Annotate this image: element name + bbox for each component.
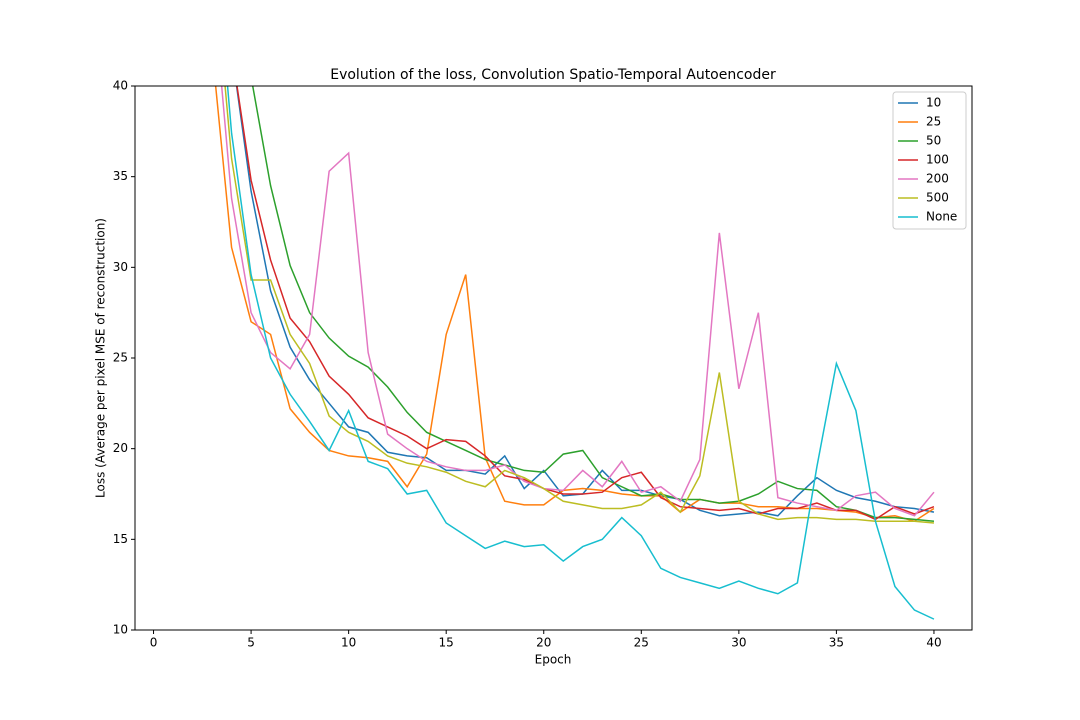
x-tick-label: 20 [536,636,551,650]
legend-box [892,91,967,230]
series-line [214,86,935,523]
legend-label: 200 [926,172,949,186]
series-line [224,86,935,524]
x-tick-label: 10 [341,636,356,650]
x-axis-label: Epoch [535,653,572,667]
y-tick-label: 15 [113,532,128,546]
series-line [226,86,935,620]
y-tick-label: 25 [113,351,128,365]
legend-label: 25 [926,115,941,129]
x-tick-label: 25 [634,636,649,650]
y-tick-label: 20 [113,441,128,455]
x-tick-label: 35 [829,636,844,650]
y-tick-label: 35 [113,169,128,183]
legend-label: 100 [926,153,949,167]
legend-label: 500 [926,191,949,205]
legend-label: 10 [926,96,941,110]
x-tick-label: 5 [247,636,255,650]
legend-label: 50 [926,134,941,148]
y-axis-label: Loss (Average per pixel MSE of reconstru… [94,218,108,498]
x-tick-label: 40 [926,636,941,650]
series-line [251,86,935,522]
series-line [235,86,935,517]
legend: 10 25 50 100 200 500 None [892,91,967,230]
x-tick-label: 15 [439,636,454,650]
y-tick-label: 40 [113,79,128,93]
x-tick-label: 0 [150,636,158,650]
series-line [236,86,935,521]
plot-area [214,86,935,620]
y-tick-label: 10 [113,623,128,637]
legend-label: None [926,210,957,224]
chart-title: Evolution of the loss, Convolution Spati… [330,67,776,83]
series-line [220,86,935,517]
y-tick-label: 30 [113,260,128,274]
x-tick-label: 30 [731,636,746,650]
